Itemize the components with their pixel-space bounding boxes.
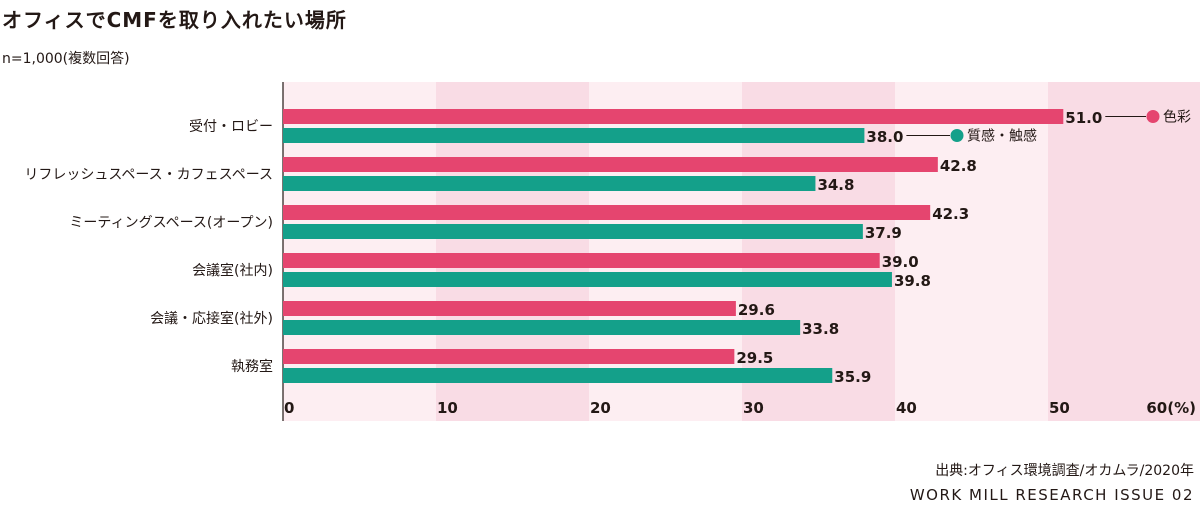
data-label: 34.8 xyxy=(817,176,854,194)
x-tick-label: 20 xyxy=(590,399,611,417)
x-tick-label: 60(%) xyxy=(1146,399,1196,417)
x-tick-label: 50 xyxy=(1049,399,1070,417)
data-label: 39.0 xyxy=(882,253,919,271)
data-label: 29.5 xyxy=(736,349,773,367)
bar xyxy=(283,205,931,220)
category-label: 受付・ロビー xyxy=(189,119,273,135)
legend-marker xyxy=(950,129,964,142)
category-label: ミーティングスペース(オープン) xyxy=(69,215,273,231)
grid-band xyxy=(895,82,1048,421)
bar xyxy=(283,128,865,143)
bar xyxy=(283,109,1064,124)
bar xyxy=(283,301,736,316)
category-label: 会議・応接室(社外) xyxy=(150,310,273,327)
data-label: 29.6 xyxy=(738,301,775,319)
publication-footer: WORK MILL RESEARCH ISSUE 02 xyxy=(909,486,1194,504)
bar xyxy=(283,253,880,268)
data-label: 33.8 xyxy=(802,320,839,338)
bar xyxy=(283,272,892,287)
data-label: 37.9 xyxy=(865,224,902,242)
category-label: 執務室 xyxy=(231,358,273,375)
source-note: 出典:オフィス環境調査/オカムラ/2020年 xyxy=(935,463,1194,479)
tick-label-layer: 0 10 20 30 40 50 60(%) xyxy=(284,399,1196,417)
bar xyxy=(283,368,833,383)
bar-layer xyxy=(283,109,1064,383)
category-label: 会議室(社内) xyxy=(192,262,273,279)
x-tick-label: 30 xyxy=(743,399,764,417)
bar-chart: 受付・ロビーリフレッシュスペース・カフェスペースミーティングスペース(オープン)… xyxy=(24,82,1200,421)
sample-size-note: n=1,000(複数回答) xyxy=(2,51,130,67)
data-label: 35.9 xyxy=(834,368,871,386)
chart-title: オフィスでCMFを取り入れたい場所 xyxy=(2,8,347,32)
x-tick-label: 10 xyxy=(437,399,458,417)
x-tick-label: 40 xyxy=(896,399,917,417)
grid-band xyxy=(1048,82,1200,421)
legend-label: 質感・触感 xyxy=(967,128,1037,145)
x-tick-label: 0 xyxy=(284,399,294,417)
data-label: 39.8 xyxy=(894,272,931,290)
value-label-layer: 51.0 38.0 42.8 34.8 42.3 37.9 39.039.8 29.6 33.8… xyxy=(736,109,1102,386)
legend-marker xyxy=(1146,110,1160,123)
category-label: リフレッシュスペース・カフェスペース xyxy=(24,167,273,183)
bar xyxy=(283,176,816,191)
bar xyxy=(283,349,735,364)
category-label-layer: 受付・ロビーリフレッシュスペース・カフェスペースミーティングスペース(オープン)… xyxy=(24,119,273,375)
legend-label: 色彩 xyxy=(1163,109,1191,126)
data-label: 42.8 xyxy=(940,157,977,175)
bar xyxy=(283,224,863,239)
data-label: 42.3 xyxy=(932,205,969,223)
data-label: 38.0 xyxy=(866,128,903,146)
bar xyxy=(283,157,938,172)
bar xyxy=(283,320,801,335)
data-label: 51.0 xyxy=(1065,109,1102,127)
